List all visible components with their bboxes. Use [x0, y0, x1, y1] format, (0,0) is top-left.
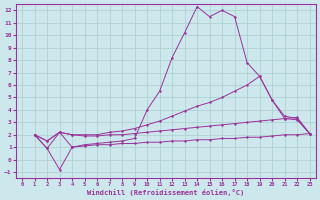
X-axis label: Windchill (Refroidissement éolien,°C): Windchill (Refroidissement éolien,°C) — [87, 189, 244, 196]
